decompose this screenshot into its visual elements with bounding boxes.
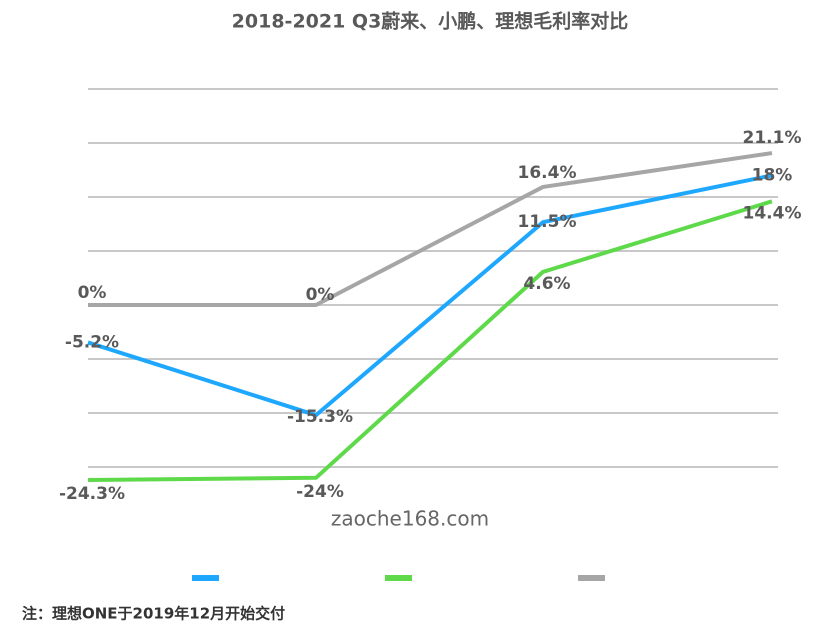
series-line <box>87 173 773 418</box>
data-label: -24% <box>296 482 344 502</box>
data-label: 0% <box>306 285 335 305</box>
note: 注：理想ONE于2019年12月开始交付 <box>22 605 285 623</box>
data-label: 14.4% <box>743 203 802 223</box>
series-line <box>87 199 773 482</box>
watermark: zaoche168.com <box>331 507 489 531</box>
data-label: 11.5% <box>518 212 577 232</box>
chart-title: 2018-2021 Q3蔚来、小鹏、理想毛利率对比 <box>232 10 629 33</box>
data-label: 0% <box>78 283 107 303</box>
data-label: -5.2% <box>65 332 119 352</box>
data-label: 18% <box>752 165 793 185</box>
data-label: -24.3% <box>59 484 125 504</box>
data-label: 21.1% <box>743 128 802 148</box>
data-label: -15.3% <box>287 407 353 427</box>
data-label: 16.4% <box>518 163 577 183</box>
series-line <box>88 151 773 307</box>
data-label: 4.6% <box>523 274 570 294</box>
